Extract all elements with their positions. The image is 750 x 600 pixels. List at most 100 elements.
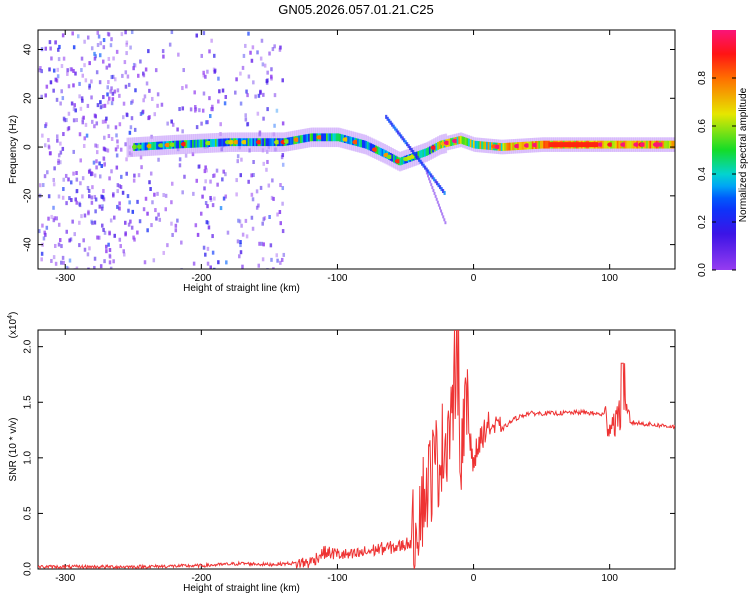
noise-speck [154,208,157,213]
noise-speck [235,178,238,183]
noise-speck [166,243,169,248]
noise-speck [263,63,267,68]
ridge-hotspot [283,139,290,144]
plot-frame [37,329,676,570]
ridge-core [270,138,273,147]
noise-speck [149,171,153,176]
ridge-core [508,142,511,151]
noise-speck [133,173,136,178]
noise-speck [279,183,282,188]
ridge-hotspot [164,142,171,148]
noise-speck [73,103,76,108]
noise-speck [195,33,199,38]
noise-speck [239,101,243,106]
ridge-core [479,141,482,150]
noise-speck [270,257,273,262]
noise-speck [164,207,168,212]
ridge-core [499,143,502,151]
noise-speck [55,97,59,102]
noise-speck [102,95,105,100]
noise-speck [281,121,285,126]
ridge-core [546,140,549,149]
noise-speck [162,193,165,198]
branch [437,203,440,207]
ridge-core [348,136,351,145]
branch [428,171,431,176]
ridge-core [430,145,433,154]
noise-speck [263,216,267,221]
noise-speck [252,160,255,165]
noise-speck [56,74,60,79]
branch [435,197,438,201]
noise-speck [94,54,97,59]
noise-speck [101,119,105,124]
ridge-core [177,140,180,149]
branch [400,134,403,139]
ridge-core [522,141,525,150]
noise-speck [250,173,253,178]
noise-speck [96,144,99,149]
noise-speck [209,114,212,119]
noise-speck [151,200,154,205]
ridge-core [156,141,159,150]
noise-speck [171,122,175,127]
noise-speck [69,237,73,242]
noise-speck [78,81,81,86]
noise-speck [192,261,196,266]
noise-speck [104,147,108,152]
ridge-core [477,141,480,149]
noise-speck [162,250,165,255]
noise-speck [108,63,111,68]
noise-speck [213,68,217,73]
ridge-hotspot [352,139,359,145]
noise-speck [71,31,74,36]
noise-speck [102,227,105,232]
noise-speck [142,73,146,78]
ridge-core [486,141,489,150]
noise-speck [255,189,259,194]
ridge-core [203,139,206,148]
noise-speck [52,255,56,260]
noise-speck [142,98,145,103]
noise-speck [245,234,249,239]
noise-speck [136,230,139,235]
noise-speck [93,256,97,261]
noise-speck [113,215,116,220]
noise-speck [39,66,42,71]
noise-speck [217,99,220,104]
ridge-core [541,140,544,149]
noise-speck [125,157,128,162]
noise-speck [40,257,43,262]
noise-speck [241,232,245,237]
noise-speck [106,92,109,97]
noise-speck [197,164,201,169]
noise-speck [222,169,225,174]
ridge-core [250,138,253,147]
branch [440,209,443,213]
noise-speck [246,121,250,126]
ridge-core [473,140,476,149]
noise-speck [262,92,265,97]
noise-speck [259,89,262,94]
noise-speck [265,167,268,172]
noise-speck [95,150,99,155]
noise-speck [46,170,49,175]
ridge-hotspot [233,139,240,145]
noise-speck [67,111,71,116]
noise-speck [122,101,126,106]
noise-speck [62,260,65,265]
branch [443,190,446,195]
x-axis-label: Height of straight line (km) [183,283,300,294]
branch [407,144,410,149]
noise-speck [57,158,60,163]
noise-speck [122,115,125,120]
noise-speck [74,197,77,202]
noise-speck [103,259,106,264]
noise-speck [211,250,215,255]
noise-speck [67,177,70,182]
noise-speck [87,267,90,269]
noise-speck [60,64,64,69]
ridge-core [417,151,420,159]
ridge-peak [566,142,569,148]
